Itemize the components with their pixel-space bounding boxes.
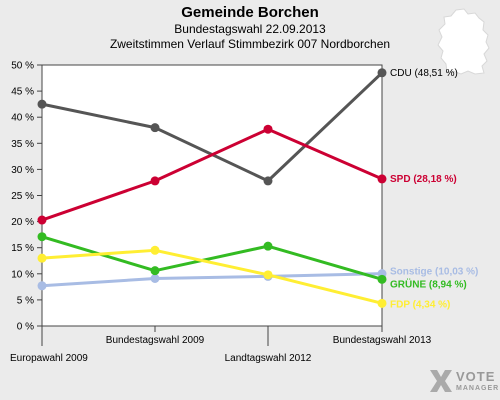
- y-tick-label: 0 %: [17, 322, 34, 333]
- series-line-fdp: [41, 248, 383, 305]
- chart-series: [37, 68, 387, 308]
- data-point-sonstige: [37, 281, 47, 291]
- chart-subtitle-detail: Zweitstimmen Verlauf Stimmbezirk 007 Nor…: [109, 37, 391, 51]
- data-point-sonstige: [150, 273, 160, 283]
- data-point-grüne: [150, 266, 160, 276]
- data-point-cdu: [150, 123, 160, 133]
- y-tick-label: 30 %: [11, 165, 34, 176]
- data-point-cdu: [37, 99, 47, 109]
- chart-subtitle: Bundestagswahl 22.09.2013: [174, 22, 326, 36]
- data-point-spd: [263, 124, 273, 134]
- series-label-sonstige: Sonstige (10,03 %): [390, 267, 478, 278]
- series-label-grüne: GRÜNE (8,94 %): [390, 277, 467, 290]
- vote-manager-logo-icon: [430, 370, 452, 392]
- series-line-spd: [41, 127, 383, 222]
- y-tick-label: 20 %: [11, 217, 34, 228]
- data-point-fdp: [263, 270, 273, 280]
- data-point-fdp: [150, 245, 160, 255]
- x-tick-label: Bundestagswahl 2013: [333, 335, 432, 346]
- series-label-cdu: CDU (48,51 %): [390, 68, 458, 79]
- x-tick-label: Landtagswahl 2012: [225, 353, 312, 364]
- data-point-fdp: [377, 298, 387, 308]
- data-point-spd: [37, 215, 47, 225]
- plot-area: [41, 64, 383, 327]
- y-tick-label: 25 %: [11, 191, 34, 202]
- y-tick-label: 45 %: [11, 87, 34, 98]
- y-tick-label: 15 %: [11, 243, 34, 254]
- x-tick-label: Bundestagswahl 2009: [106, 335, 205, 346]
- series-label-spd: SPD (28,18 %): [390, 174, 457, 185]
- data-point-spd: [150, 176, 160, 186]
- data-point-grüne: [377, 274, 387, 284]
- series-line-sonstige: [41, 272, 383, 288]
- germany-map-icon: [437, 8, 490, 75]
- chart-title: Gemeinde Borchen: [181, 4, 319, 21]
- y-tick-label: 40 %: [11, 113, 34, 124]
- series-label-fdp: FDP (4,34 %): [390, 299, 450, 310]
- data-point-grüne: [37, 232, 47, 242]
- data-point-grüne: [263, 241, 273, 251]
- y-tick-label: 50 %: [11, 61, 34, 72]
- data-point-cdu: [263, 176, 273, 186]
- data-point-cdu: [377, 68, 387, 78]
- y-tick-label: 10 %: [11, 269, 34, 280]
- chart-series-labels: CDU (48,51 %) SPD (28,18 %) Sonstige (10,0…: [390, 68, 478, 311]
- y-tick-label: 35 %: [11, 139, 34, 150]
- logo-text-manager: MANAGER: [456, 385, 500, 392]
- data-point-fdp: [37, 253, 47, 263]
- chart-axes: 0 % 5 % 10 % 15 % 20 % 25 % 30 % 35 % 40 % 45 % 50…: [10, 61, 432, 365]
- x-tick-label: Europawahl 2009: [10, 353, 88, 364]
- logo-text-vote: VOTE: [456, 369, 496, 384]
- data-point-spd: [377, 174, 387, 184]
- y-tick-label: 5 %: [17, 295, 34, 306]
